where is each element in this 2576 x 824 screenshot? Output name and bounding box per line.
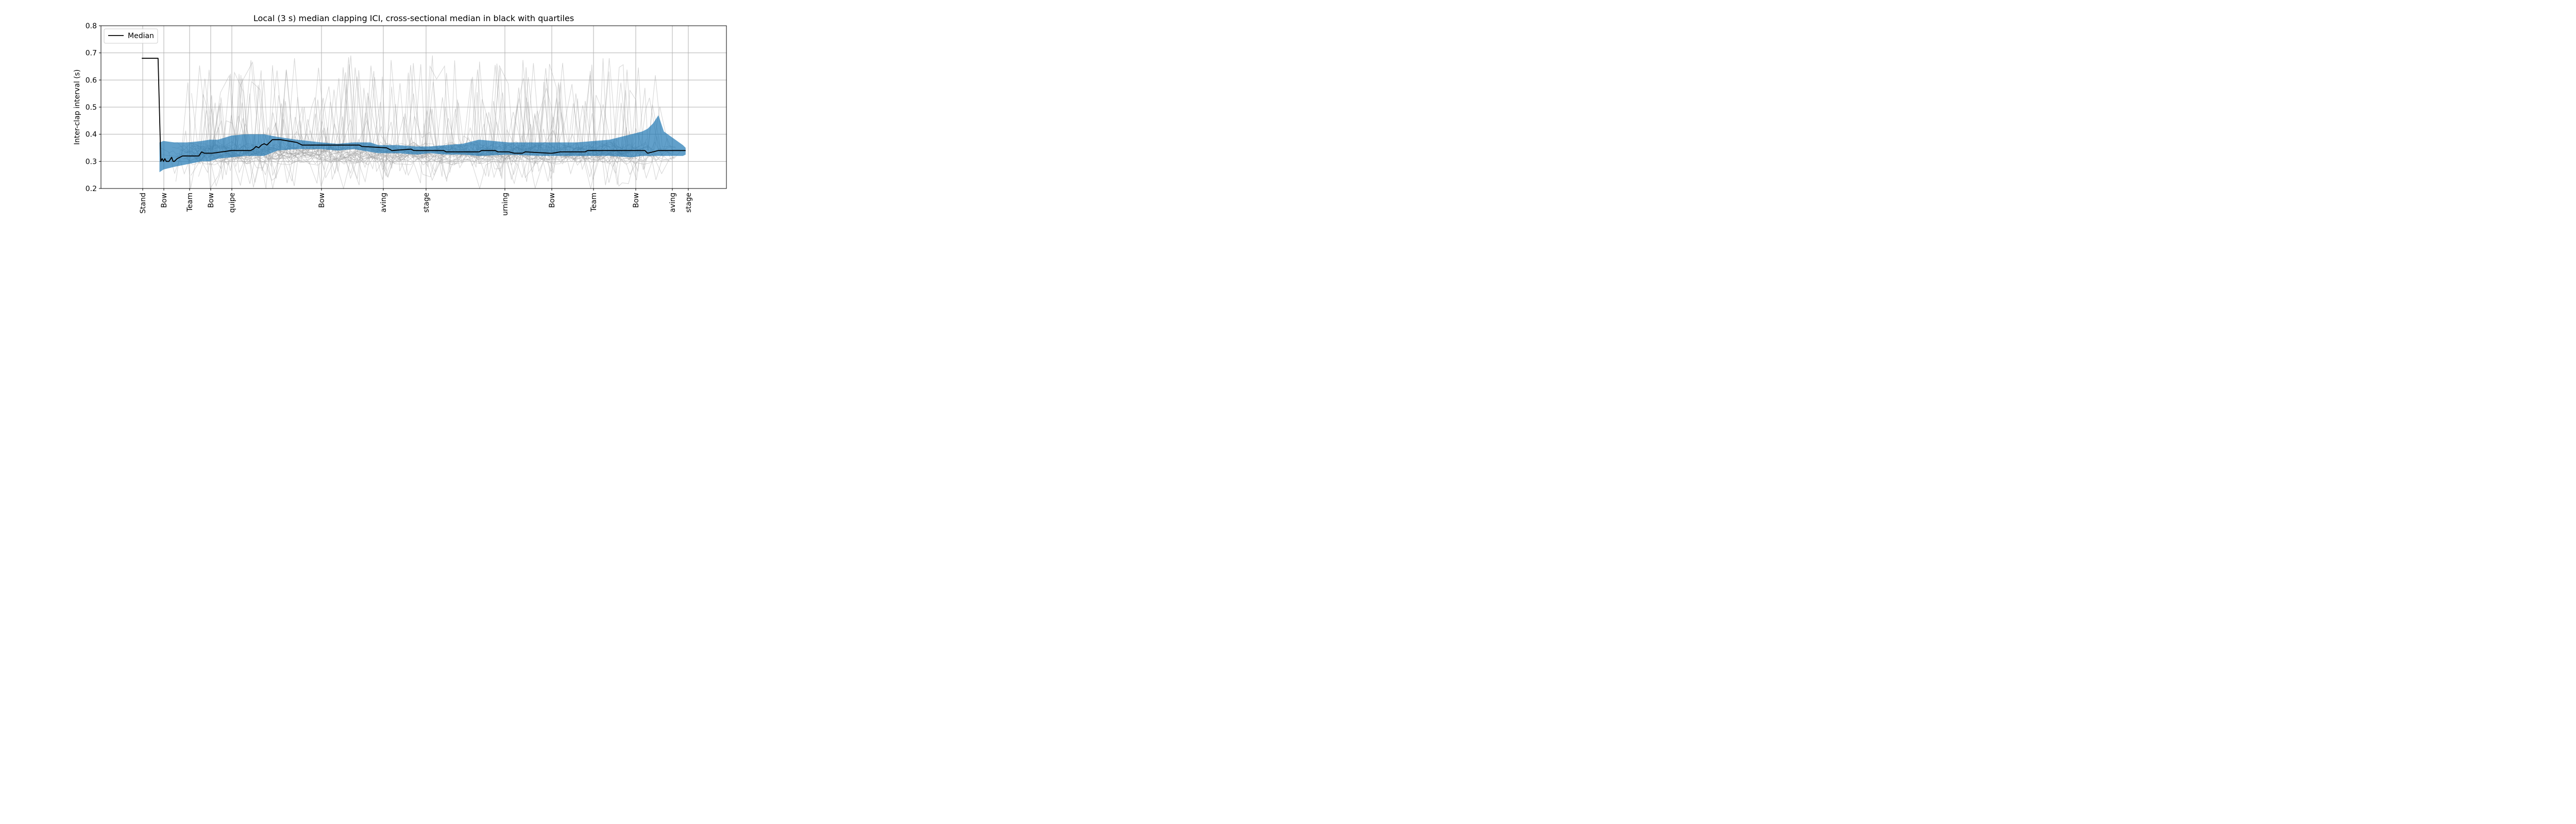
event-label: stage	[422, 193, 431, 213]
event-label: Bow	[318, 193, 326, 208]
event-label: Bow	[632, 193, 640, 208]
median-line	[142, 58, 686, 162]
event-label: aving	[380, 193, 388, 213]
event-label: quipe	[228, 193, 236, 213]
participant-trace	[205, 58, 677, 180]
participant-trace	[189, 55, 676, 179]
legend-box	[104, 28, 158, 44]
legend: Median	[104, 28, 158, 44]
event-label: stage	[685, 193, 693, 213]
participant-trace	[181, 82, 629, 183]
participant-trace	[166, 93, 671, 189]
event-label: urning	[501, 193, 510, 215]
y-tick-label: 0.7	[86, 49, 97, 58]
legend-median-label: Median	[128, 32, 154, 40]
participant-trace	[185, 73, 631, 184]
event-label: Bow	[160, 193, 168, 208]
participant-trace	[186, 64, 628, 183]
y-axis-label: Inter-clap interval (s)	[73, 70, 81, 145]
chart-svg: Local (3 s) median clapping ICI, cross-s…	[73, 13, 727, 215]
y-tick-label: 0.2	[86, 185, 97, 193]
event-label: Bow	[207, 193, 215, 208]
y-tick-label: 0.4	[86, 131, 97, 139]
event-label: Team	[186, 193, 194, 212]
event-label: Stand	[139, 193, 147, 214]
y-tick-label: 0.8	[86, 22, 97, 30]
event-label: Bow	[548, 193, 556, 208]
event-label: aving	[669, 193, 677, 213]
chart-title: Local (3 s) median clapping ICI, cross-s…	[253, 13, 574, 23]
event-label: Team	[590, 193, 598, 212]
chart: Local (3 s) median clapping ICI, cross-s…	[0, 0, 795, 215]
y-tick-label: 0.3	[86, 158, 97, 166]
y-tick-label: 0.6	[86, 76, 97, 84]
y-tick-label: 0.5	[86, 104, 97, 112]
